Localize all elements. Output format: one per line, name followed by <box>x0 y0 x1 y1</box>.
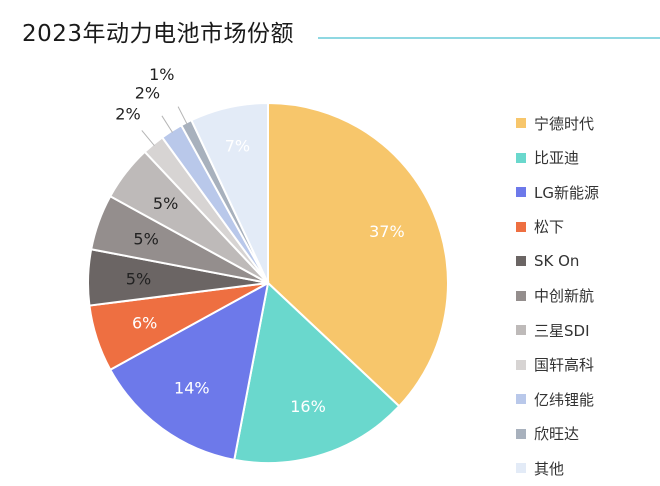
legend-item-10: 其他 <box>516 451 599 486</box>
legend-swatch <box>516 221 526 232</box>
legend-swatch <box>516 187 526 198</box>
slice-label-3: 6% <box>132 314 157 333</box>
slice-label-8: 2% <box>135 84 160 103</box>
leader-line-8 <box>161 115 173 133</box>
legend-label: 三星SDI <box>534 321 590 340</box>
legend-item-2: LG新能源 <box>516 175 599 210</box>
legend-item-4: SK On <box>516 244 599 279</box>
legend-swatch <box>516 256 526 267</box>
legend-swatch <box>516 359 526 370</box>
legend-label: 宁德时代 <box>534 114 595 133</box>
legend-swatch <box>516 152 526 163</box>
slice-label-2: 14% <box>174 378 210 397</box>
legend-item-1: 比亚迪 <box>516 141 599 176</box>
legend-swatch <box>516 463 526 474</box>
legend-label: 亿纬锂能 <box>534 390 595 409</box>
legend-label: 国轩高科 <box>534 356 595 375</box>
legend-label: SK On <box>534 252 580 271</box>
legend-swatch <box>516 325 526 336</box>
legend-label: 其他 <box>534 459 565 478</box>
slice-label-6: 5% <box>153 194 178 213</box>
pie-slice-0 <box>267 101 449 408</box>
title-underline <box>318 37 660 39</box>
legend-label: LG新能源 <box>534 183 599 202</box>
legend-label: 比亚迪 <box>534 149 580 168</box>
legend-label: 欣旺达 <box>534 425 580 444</box>
leader-line-9 <box>177 106 188 125</box>
legend-swatch <box>516 118 526 129</box>
legend-label: 松下 <box>534 218 565 237</box>
legend-item-9: 欣旺达 <box>516 417 599 452</box>
pie-slice-10 <box>190 101 269 284</box>
legend-item-3: 松下 <box>516 210 599 245</box>
legend-item-8: 亿纬锂能 <box>516 382 599 417</box>
legend-item-5: 中创新航 <box>516 279 599 314</box>
legend-label: 中创新航 <box>534 287 595 306</box>
legend-swatch <box>516 394 526 405</box>
pie-slice-2 <box>108 281 270 461</box>
slice-label-5: 5% <box>133 230 158 249</box>
slice-label-9: 1% <box>149 65 174 84</box>
legend-swatch <box>516 428 526 439</box>
legend-item-6: 三星SDI <box>516 313 599 348</box>
slice-label-1: 16% <box>290 397 326 416</box>
pie-slice-1 <box>233 281 401 464</box>
legend-item-7: 国轩高科 <box>516 348 599 383</box>
chart-legend: 宁德时代比亚迪 LG新能源松下 SK On 中创新航三星SDI 国轩高科亿纬锂能欣旺达其… <box>516 106 599 486</box>
chart-title: 2023年动力电池市场份额 <box>22 21 295 47</box>
slice-label-7: 2% <box>115 104 140 123</box>
slice-label-4: 5% <box>126 269 151 288</box>
slice-label-0: 37% <box>369 222 405 241</box>
legend-item-0: 宁德时代 <box>516 106 599 141</box>
legend-swatch <box>516 290 526 301</box>
slice-label-10: 7% <box>225 137 250 156</box>
leader-line-7 <box>141 130 155 147</box>
